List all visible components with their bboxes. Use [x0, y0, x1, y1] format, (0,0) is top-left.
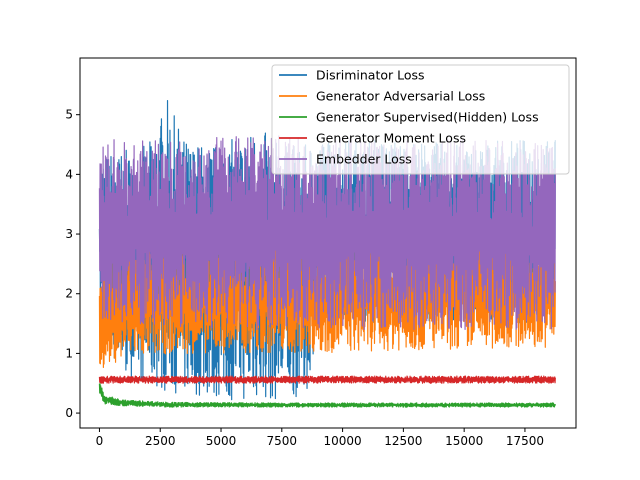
- legend-label-1: Generator Adversarial Loss: [316, 89, 485, 104]
- y-tick-label-3: 3: [65, 227, 73, 241]
- legend-box: [271, 64, 570, 175]
- legend-label-4: Embedder Loss: [316, 152, 412, 167]
- legend-label-0: Disriminator Loss: [316, 68, 425, 83]
- series-layer: [98, 99, 556, 408]
- x-tick-label-7: 17500: [506, 434, 544, 448]
- x-tick-label-3: 7500: [267, 434, 298, 448]
- x-axis: 0 2500 5000 7500 10000 12500 15000 17500: [96, 428, 544, 448]
- y-tick-label-4: 4: [65, 167, 73, 181]
- series-line-3: [98, 375, 556, 384]
- y-tick-label-1: 1: [65, 346, 73, 360]
- x-tick-label-5: 12500: [384, 434, 422, 448]
- x-tick-label-2: 5000: [206, 434, 237, 448]
- plot-frame: [79, 57, 577, 429]
- legend: Disriminator Loss Generator Adversarial L…: [271, 64, 570, 175]
- x-tick-label-4: 10000: [323, 434, 361, 448]
- y-tick-label-5: 5: [65, 108, 73, 122]
- x-tick-label-1: 2500: [145, 434, 176, 448]
- x-tick-label-0: 0: [96, 434, 104, 448]
- legend-label-2: Generator Supervised(Hidden) Loss: [316, 110, 539, 125]
- series-line-2: [98, 382, 556, 408]
- x-tick-label-6: 15000: [445, 434, 483, 448]
- legend-label-3: Generator Moment Loss: [316, 131, 466, 146]
- y-tick-label-0: 0: [65, 406, 73, 420]
- y-tick-label-2: 2: [65, 287, 73, 301]
- y-axis: 0 1 2 3 4 5: [65, 108, 80, 420]
